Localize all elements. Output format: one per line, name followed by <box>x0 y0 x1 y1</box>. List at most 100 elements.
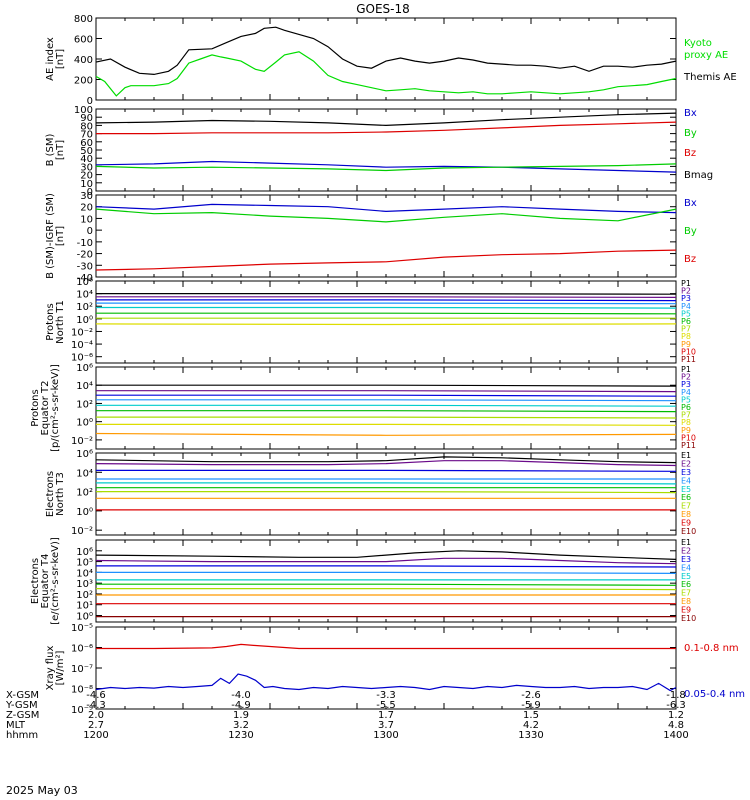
y-tick-label: 10⁻² <box>71 436 93 447</box>
legend-item: E2 <box>681 459 691 468</box>
legend-item: E7 <box>681 502 691 511</box>
y-axis-label: Protons <box>45 303 56 340</box>
x-tick-label: -6.3 <box>666 700 686 711</box>
legend-item: E8 <box>681 510 691 519</box>
x-tick-label: 1.2 <box>668 710 684 721</box>
x-tick-label: 2.7 <box>88 720 104 731</box>
y-tick-label: 30 <box>80 191 93 202</box>
panel-frame <box>95 452 677 536</box>
series-line <box>96 312 677 315</box>
panel-5: 10⁻² 10⁰ 10² 10⁴ 10⁶ Protons Equator T2 [p/(cm²… <box>30 363 696 452</box>
y-tick-label: -20 <box>77 250 93 261</box>
x-row-label: Z-GSM <box>6 710 39 721</box>
y-axis-label: [p/(cm²-s-sr-keV)] <box>50 364 61 452</box>
x-tick-label: -3.3 <box>376 690 396 701</box>
y-axis-label: [nT] <box>55 226 66 246</box>
y-tick-label: 10⁻⁸ <box>71 685 93 696</box>
series-line <box>96 469 677 472</box>
y-tick-label: 10⁴ <box>76 568 93 579</box>
y-tick-label: 10⁻⁶ <box>71 644 93 655</box>
y-axis-label: Xray flux <box>45 646 56 691</box>
legend-item: E4 <box>681 563 691 572</box>
y-tick-label: 10⁻⁶ <box>71 353 93 364</box>
x-row-label: X-GSM <box>6 690 39 701</box>
y-tick-label: -30 <box>77 261 93 272</box>
legend-item: P11 <box>681 441 696 450</box>
y-tick-label: 10² <box>76 399 93 410</box>
legend-item: P10 <box>681 347 696 356</box>
x-axis-block: X-GSM -4.6 -4.0 -3.3 -2.6 -1.8 Y-GSM -4.3 -4.9 -5… <box>5 690 689 741</box>
legend-item: P2 <box>681 287 691 296</box>
legend-item: 0.05-0.4 nm <box>684 689 745 700</box>
series-line <box>95 323 677 326</box>
series-line <box>96 296 677 298</box>
series-line <box>96 399 677 402</box>
legend-item: E7 <box>681 589 691 598</box>
chart-title: GOES-18 <box>356 2 410 16</box>
x-tick-label: 1400 <box>663 730 688 741</box>
y-tick-label: 30 <box>80 162 93 173</box>
series-line <box>96 583 677 586</box>
y-tick-label: 10⁶ <box>76 363 93 374</box>
legend-item: P10 <box>681 433 696 442</box>
y-tick-label: 20 <box>80 203 93 214</box>
legend-item: P11 <box>681 355 696 364</box>
x-tick-label: -4.6 <box>86 690 106 701</box>
y-tick-label: 10⁰ <box>76 315 93 326</box>
x-tick-label: 1230 <box>228 730 253 741</box>
legend-item: Bx <box>684 108 697 119</box>
y-tick-label: 200 <box>74 76 93 87</box>
legend-item: By <box>684 128 697 139</box>
panel-frame <box>95 539 677 623</box>
legend-item: E5 <box>681 572 691 581</box>
y-tick-label: 10² <box>76 590 93 601</box>
series-line <box>95 112 677 127</box>
y-tick-label: 0 <box>87 226 93 237</box>
legend-item: P6 <box>681 317 691 326</box>
legend-item: P5 <box>681 395 691 404</box>
legend-item: P5 <box>681 309 691 318</box>
y-axis-label: AE index <box>45 37 56 81</box>
series-line <box>95 51 677 97</box>
legend-item: P6 <box>681 403 691 412</box>
y-tick-label: 40 <box>80 154 93 165</box>
legend-item: E8 <box>681 597 691 606</box>
legend-item: P8 <box>681 418 691 427</box>
series-line <box>96 404 677 407</box>
series-line <box>95 557 677 565</box>
series-line <box>96 293 677 295</box>
legend-item: E9 <box>681 606 691 615</box>
legend-item: P3 <box>681 294 691 303</box>
series-line <box>95 550 677 560</box>
legend-item: E5 <box>681 485 691 494</box>
series-line <box>96 423 677 426</box>
legend-item: E2 <box>681 546 691 555</box>
legend-item: By <box>684 226 697 237</box>
series-line <box>96 394 677 397</box>
legend-item: P4 <box>681 302 691 311</box>
x-tick-label: 1.7 <box>378 710 394 721</box>
y-tick-label: 10⁰ <box>76 507 93 518</box>
legend-item: E1 <box>681 451 691 460</box>
series-line <box>96 587 677 591</box>
legend-item: P9 <box>681 340 691 349</box>
y-tick-label: 10³ <box>76 579 93 590</box>
legend-item: P3 <box>681 380 691 389</box>
series-line <box>95 163 677 172</box>
series-line <box>95 203 677 214</box>
legend-item: E6 <box>681 580 691 589</box>
y-tick-label: 10⁻² <box>71 327 93 338</box>
legend-item: P7 <box>681 325 691 334</box>
y-axis-label: North T1 <box>55 300 66 344</box>
y-tick-label: 10⁻⁴ <box>71 340 93 351</box>
y-tick-label: 10⁶ <box>76 277 93 288</box>
x-tick-label: 4.8 <box>668 720 684 731</box>
y-tick-label: 10 <box>80 179 93 190</box>
y-tick-label: 10² <box>76 302 93 313</box>
y-tick-label: 10⁶ <box>76 449 93 460</box>
y-tick-label: 70 <box>80 130 93 141</box>
